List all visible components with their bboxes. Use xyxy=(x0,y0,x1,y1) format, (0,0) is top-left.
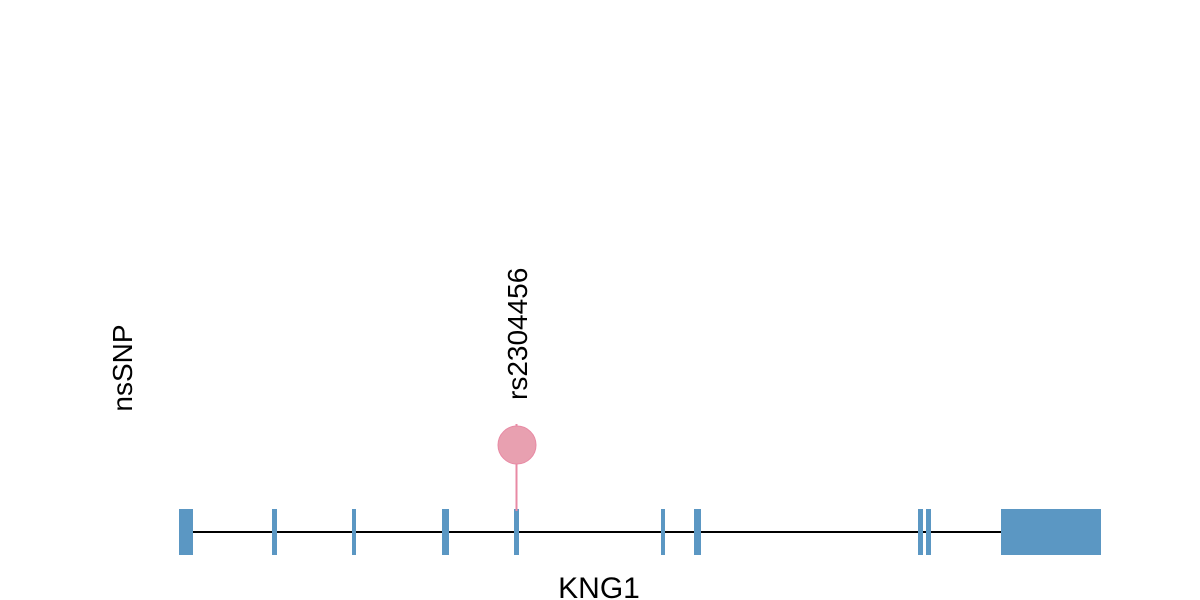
snp-head xyxy=(497,425,537,465)
exon-9 xyxy=(926,509,931,555)
snp-marker: rs2304456 xyxy=(497,268,537,511)
track-label: nsSNP xyxy=(107,324,138,411)
exon-group xyxy=(179,509,1101,555)
exon-3 xyxy=(352,509,356,555)
exon-2 xyxy=(272,509,277,555)
exon-8 xyxy=(918,509,923,555)
exon-4 xyxy=(442,509,449,555)
exon-1 xyxy=(179,509,193,555)
snp-label: rs2304456 xyxy=(502,268,533,400)
exon-5 xyxy=(514,509,519,555)
gene-label: KNG1 xyxy=(558,572,640,600)
exon-7 xyxy=(694,509,701,555)
exon-6 xyxy=(661,509,665,555)
exon-10 xyxy=(1001,509,1101,555)
